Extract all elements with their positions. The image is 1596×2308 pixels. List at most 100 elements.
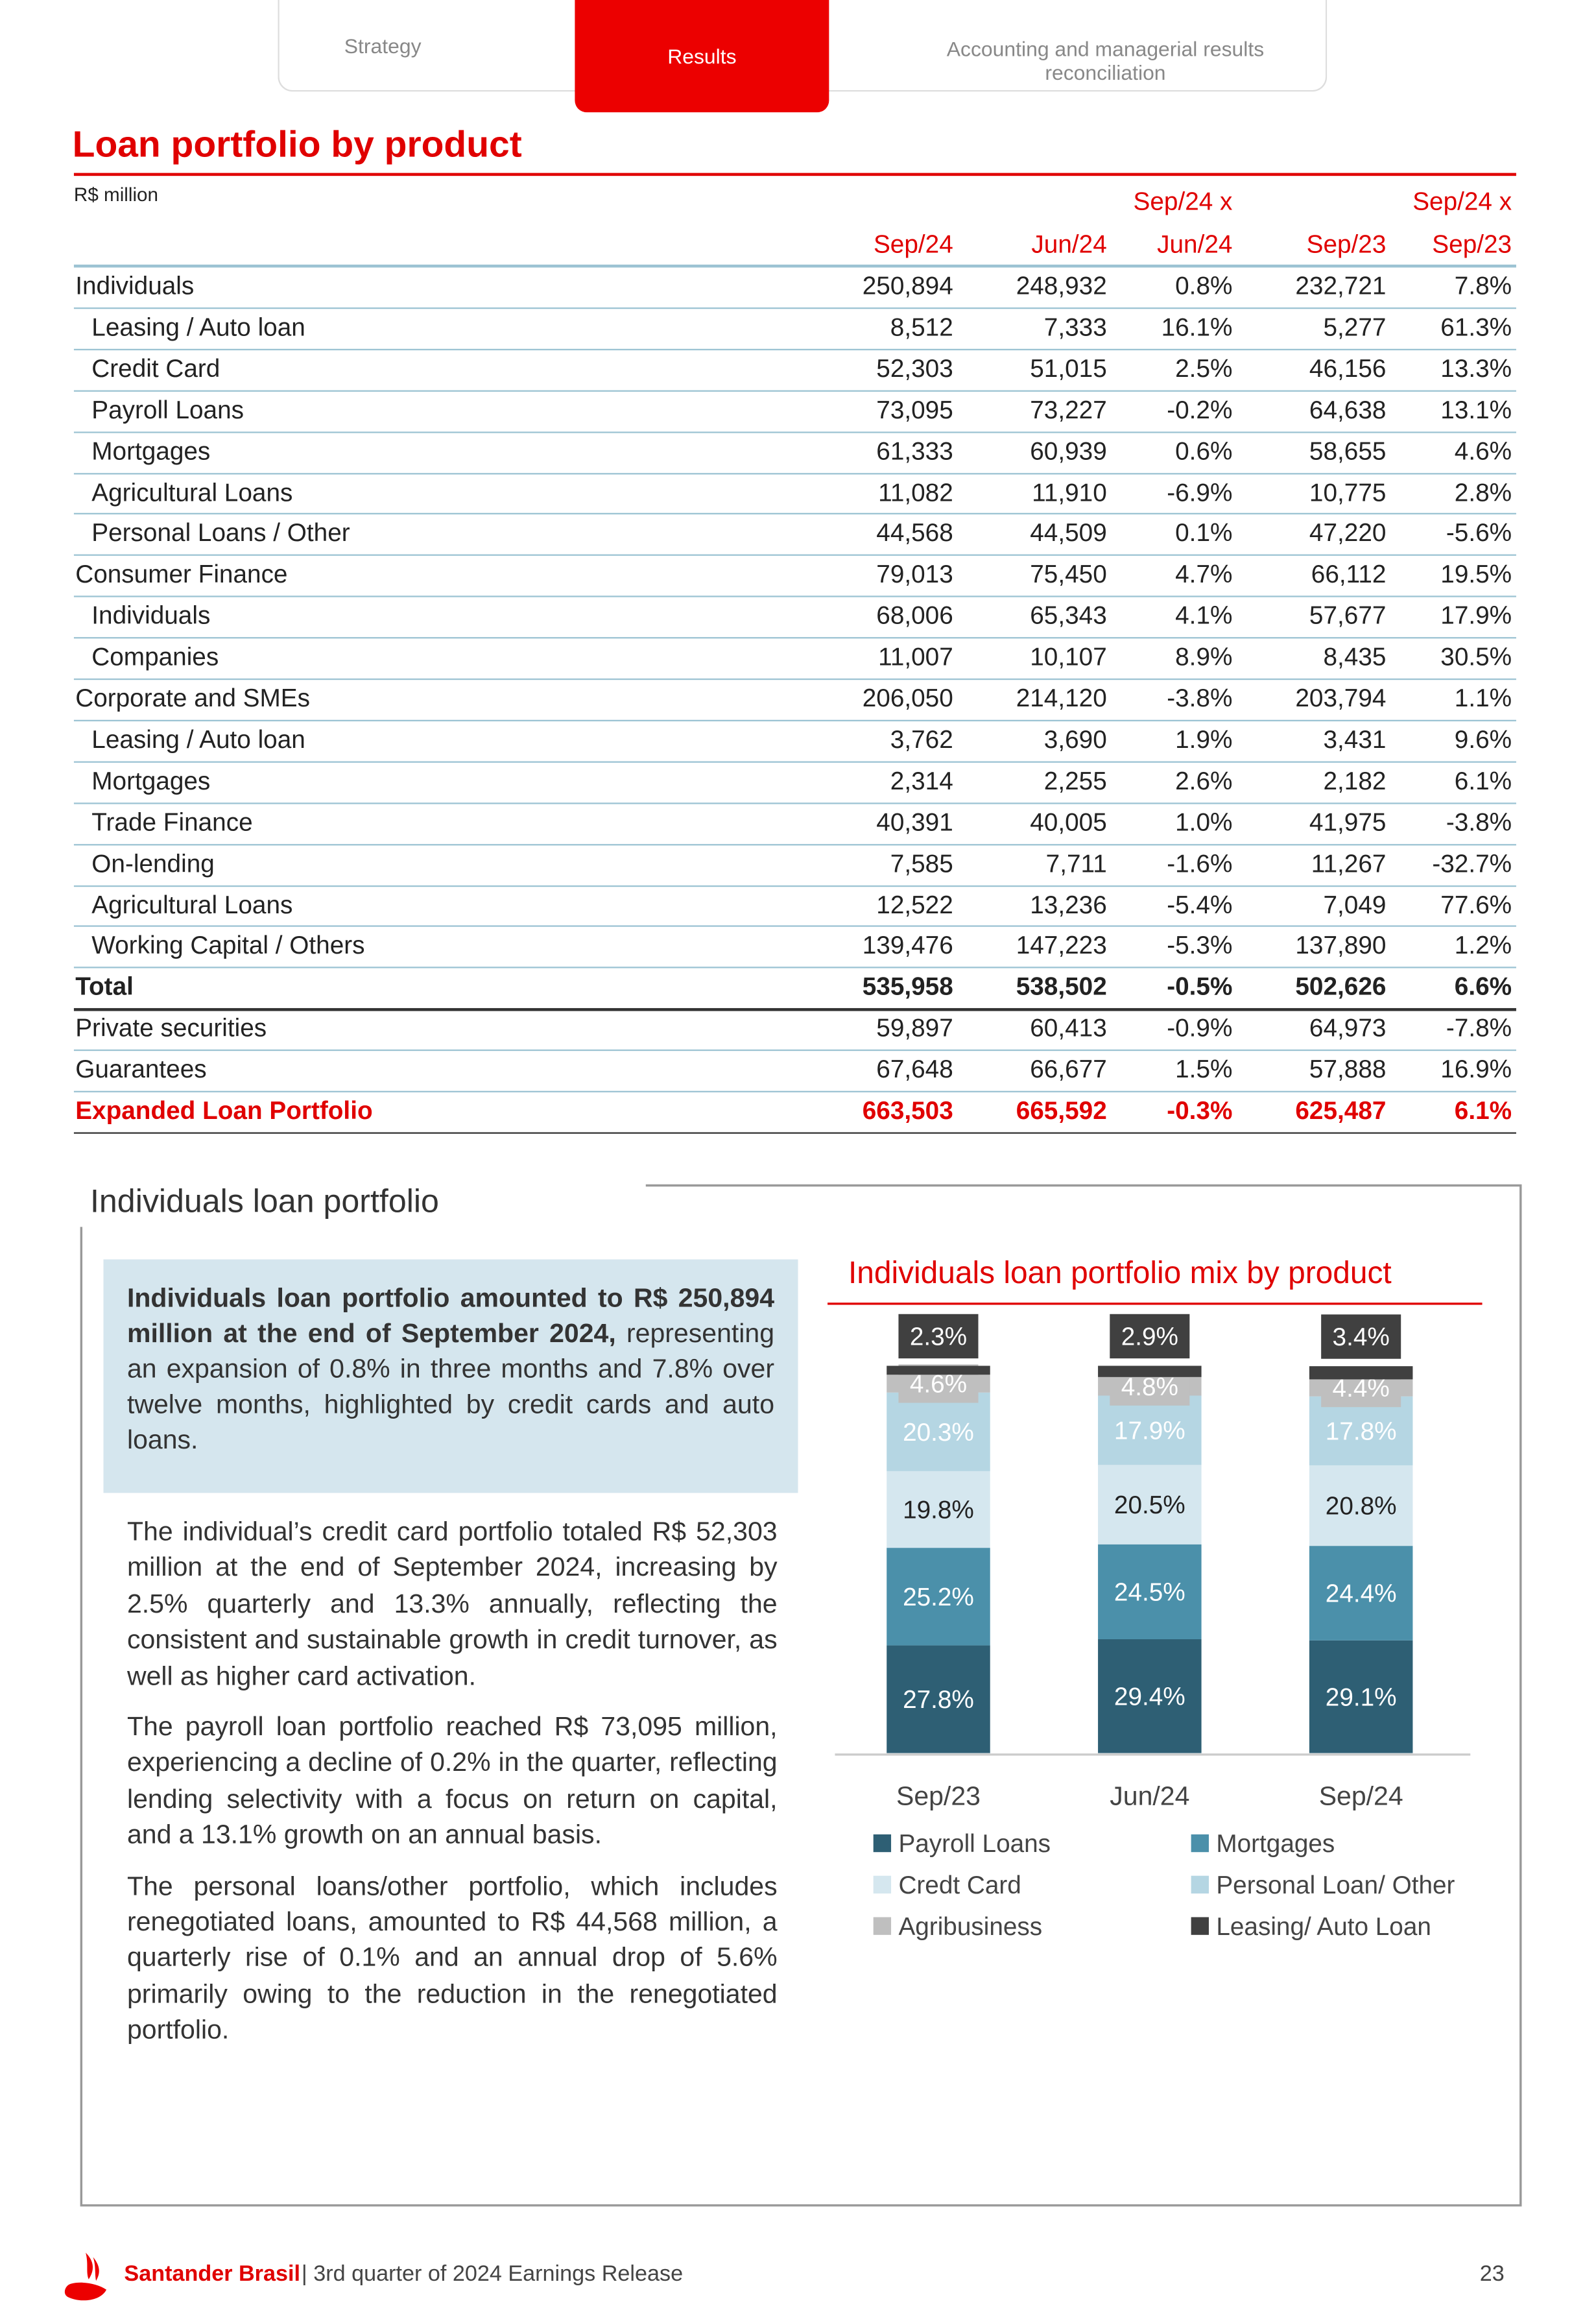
- row-label: Guarantees: [75, 1055, 207, 1084]
- cell: 75,450: [1030, 560, 1107, 589]
- cell: 11,267: [1311, 849, 1387, 878]
- label-box: [1321, 1314, 1401, 1359]
- cell: 248,932: [1016, 272, 1107, 300]
- cell: 44,509: [1030, 519, 1107, 548]
- row-label: Individuals: [75, 272, 195, 300]
- cell: 4.6%: [1454, 437, 1512, 465]
- cell: -32.7%: [1432, 849, 1512, 878]
- value-label: 20.5%: [1114, 1491, 1185, 1519]
- page-number: 23: [1480, 2261, 1505, 2286]
- cell: 64,638: [1309, 395, 1387, 424]
- cell: 2.8%: [1454, 478, 1512, 507]
- cell: 19.5%: [1440, 560, 1512, 589]
- row-label: Trade Finance: [91, 808, 253, 837]
- frame: [80, 1184, 1522, 2207]
- footer-text: | 3rd quarter of 2024 Earnings Release: [302, 2261, 683, 2286]
- cell: 65,343: [1030, 601, 1107, 631]
- cell: 12,522: [876, 890, 953, 919]
- title-rule: [73, 173, 1516, 176]
- legend-label: Agribusiness: [898, 1913, 1042, 1941]
- column-header: Sep/23: [1306, 230, 1387, 259]
- value-label: 20.8%: [1326, 1493, 1397, 1521]
- cell: 10,107: [1030, 643, 1107, 671]
- cell: 11,082: [878, 478, 953, 507]
- row-label: Leasing / Auto loan: [91, 725, 305, 754]
- cell: 2,314: [890, 767, 953, 795]
- row-rule: [73, 802, 1516, 804]
- value-label: 29.1%: [1326, 1683, 1397, 1711]
- row-rule: [73, 926, 1516, 928]
- legend-swatch: [873, 1917, 892, 1935]
- row-rule: [73, 307, 1516, 309]
- bar-segment: [1098, 1365, 1202, 1377]
- cell: 7,585: [890, 849, 953, 878]
- cell: 6.1%: [1454, 1096, 1512, 1125]
- value-label: 19.8%: [903, 1497, 974, 1524]
- row-label: Total: [75, 973, 134, 1002]
- row-rule: [73, 348, 1516, 350]
- legend-label: Leasing/ Auto Loan: [1216, 1913, 1431, 1941]
- cell: 51,015: [1030, 354, 1107, 383]
- cell: 77.6%: [1440, 890, 1512, 919]
- tab[interactable]: Accounting and managerial results reconc…: [946, 36, 1265, 84]
- row-rule: [73, 431, 1516, 433]
- cell: 13,236: [1030, 890, 1107, 919]
- cell: 52,303: [876, 354, 953, 383]
- tab[interactable]: Strategy: [344, 34, 422, 58]
- cell: 2,182: [1323, 767, 1387, 795]
- row-rule: [73, 513, 1516, 515]
- cell: 7,333: [1043, 313, 1107, 342]
- value-label: 25.2%: [903, 1583, 974, 1611]
- cell: 250,894: [862, 272, 953, 300]
- cell: 17.9%: [1440, 601, 1512, 631]
- cell: -6.9%: [1167, 478, 1233, 507]
- row-rule: [73, 678, 1516, 680]
- cell: 2,255: [1043, 767, 1107, 795]
- value-label: 2.3%: [910, 1323, 967, 1351]
- value-label: 17.8%: [1326, 1417, 1397, 1445]
- label-box: [1110, 1314, 1190, 1359]
- highlight-bold: Individuals loan portfolio amounted to R…: [126, 1282, 775, 1349]
- row-rule: [73, 555, 1516, 557]
- cell: 47,220: [1309, 519, 1387, 548]
- table-title: Loan portfolio by product: [72, 124, 522, 166]
- bar-segment: [1309, 1396, 1413, 1465]
- value-label: 4.8%: [1121, 1373, 1178, 1401]
- cell: 5,277: [1323, 313, 1387, 342]
- row-label: Leasing / Auto loan: [91, 313, 305, 342]
- cell: 40,391: [876, 808, 953, 837]
- legend-label: Mortgages: [1216, 1830, 1335, 1858]
- footer-brand: Santander Brasil: [124, 2261, 300, 2286]
- cell: 139,476: [862, 932, 953, 960]
- bar-segment: [887, 1365, 990, 1375]
- value-label: 27.8%: [903, 1686, 974, 1714]
- cell: 232,721: [1295, 272, 1387, 300]
- row-rule: [73, 1008, 1516, 1011]
- row-label: Agricultural Loans: [91, 478, 293, 507]
- bar-segment: [887, 1645, 990, 1753]
- tab-active[interactable]: Results: [575, 0, 829, 113]
- x-tick-label: Sep/23: [896, 1781, 981, 1810]
- cell: 60,939: [1030, 437, 1107, 465]
- bar-segment: [1098, 1639, 1202, 1753]
- cell: 1.9%: [1175, 725, 1233, 754]
- cell: 6.6%: [1454, 973, 1512, 1002]
- cell: 13.3%: [1440, 354, 1512, 383]
- cell: 3,431: [1323, 725, 1387, 754]
- cell: 665,592: [1016, 1096, 1107, 1125]
- chart-title: Individuals loan portfolio mix by produc…: [848, 1256, 1392, 1290]
- cell: 60,413: [1030, 1014, 1107, 1042]
- row-label: Mortgages: [91, 437, 211, 465]
- cell: 203,794: [1295, 684, 1387, 713]
- legend-label: Credt Card: [898, 1871, 1021, 1899]
- value-label: 4.6%: [910, 1371, 967, 1399]
- highlight-box: Individuals loan portfolio amounted to R…: [103, 1259, 798, 1493]
- bar-segment: [887, 1548, 990, 1646]
- cell: 1.2%: [1454, 932, 1512, 960]
- logo: [64, 2252, 107, 2301]
- cell: 66,112: [1311, 560, 1387, 589]
- paragraph: The personal loans/other portfolio, whic…: [126, 1871, 778, 2045]
- row-label: Mortgages: [91, 767, 211, 795]
